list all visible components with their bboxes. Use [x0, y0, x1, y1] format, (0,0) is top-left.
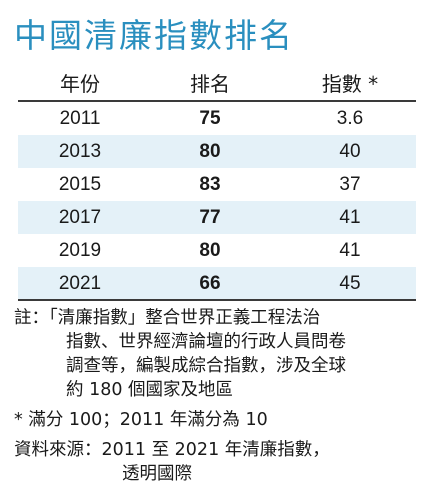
source-line: 資料來源：2011 至 2021 年清廉指數， — [14, 440, 330, 460]
column-header-index: 指數 * — [321, 72, 379, 96]
cell-index: 41 — [339, 240, 361, 261]
cell-rank: 66 — [199, 273, 221, 294]
column-header-year: 年份 — [60, 72, 100, 96]
cell-year: 2017 — [58, 207, 102, 228]
cell-rank: 80 — [199, 141, 221, 162]
note-line: 調查等，編製成綜合指數，涉及全球 — [66, 356, 346, 376]
table-row: 2017 77 41 — [18, 201, 416, 234]
table-row: 2011 75 3.6 — [18, 102, 416, 135]
cell-rank: 80 — [199, 240, 221, 261]
note-line: 指數、世界經濟論壇的行政人員問卷 — [66, 332, 346, 352]
table-top-rule — [18, 100, 416, 102]
source-line: 透明國際 — [122, 464, 192, 484]
table-row: 2015 83 37 — [18, 168, 416, 201]
cell-year: 2013 — [58, 141, 102, 162]
table-row: 2021 66 45 — [18, 267, 416, 300]
table-row: 2019 80 41 — [18, 234, 416, 267]
cell-year: 2011 — [59, 108, 101, 129]
cell-index: 40 — [339, 141, 361, 162]
cell-index: 41 — [339, 207, 361, 228]
table-bottom-rule — [18, 299, 416, 301]
cell-year: 2021 — [58, 273, 102, 294]
note-line: 註：「清廉指數」整合世界正義工程法治 — [14, 308, 321, 328]
note-line: 約 180 個國家及地區 — [66, 380, 234, 400]
column-header-rank: 排名 — [190, 72, 230, 96]
cell-rank: 77 — [199, 207, 221, 228]
notes-block: 註：「清廉指數」整合世界正義工程法治 指數、世界經濟論壇的行政人員問卷 調查等，… — [14, 306, 426, 486]
cell-year: 2019 — [58, 240, 102, 261]
chart-title: 中國清廉指數排名 — [14, 16, 294, 55]
cell-index: 45 — [339, 273, 361, 294]
cell-rank: 75 — [199, 108, 221, 129]
cell-year: 2015 — [58, 174, 102, 195]
cell-rank: 83 — [199, 174, 221, 195]
table-row: 2013 80 40 — [18, 135, 416, 168]
cell-index: 37 — [339, 174, 361, 195]
cell-index: 3.6 — [336, 108, 364, 129]
footnote: * 滿分 100；2011 年滿分為 10 — [14, 410, 268, 430]
